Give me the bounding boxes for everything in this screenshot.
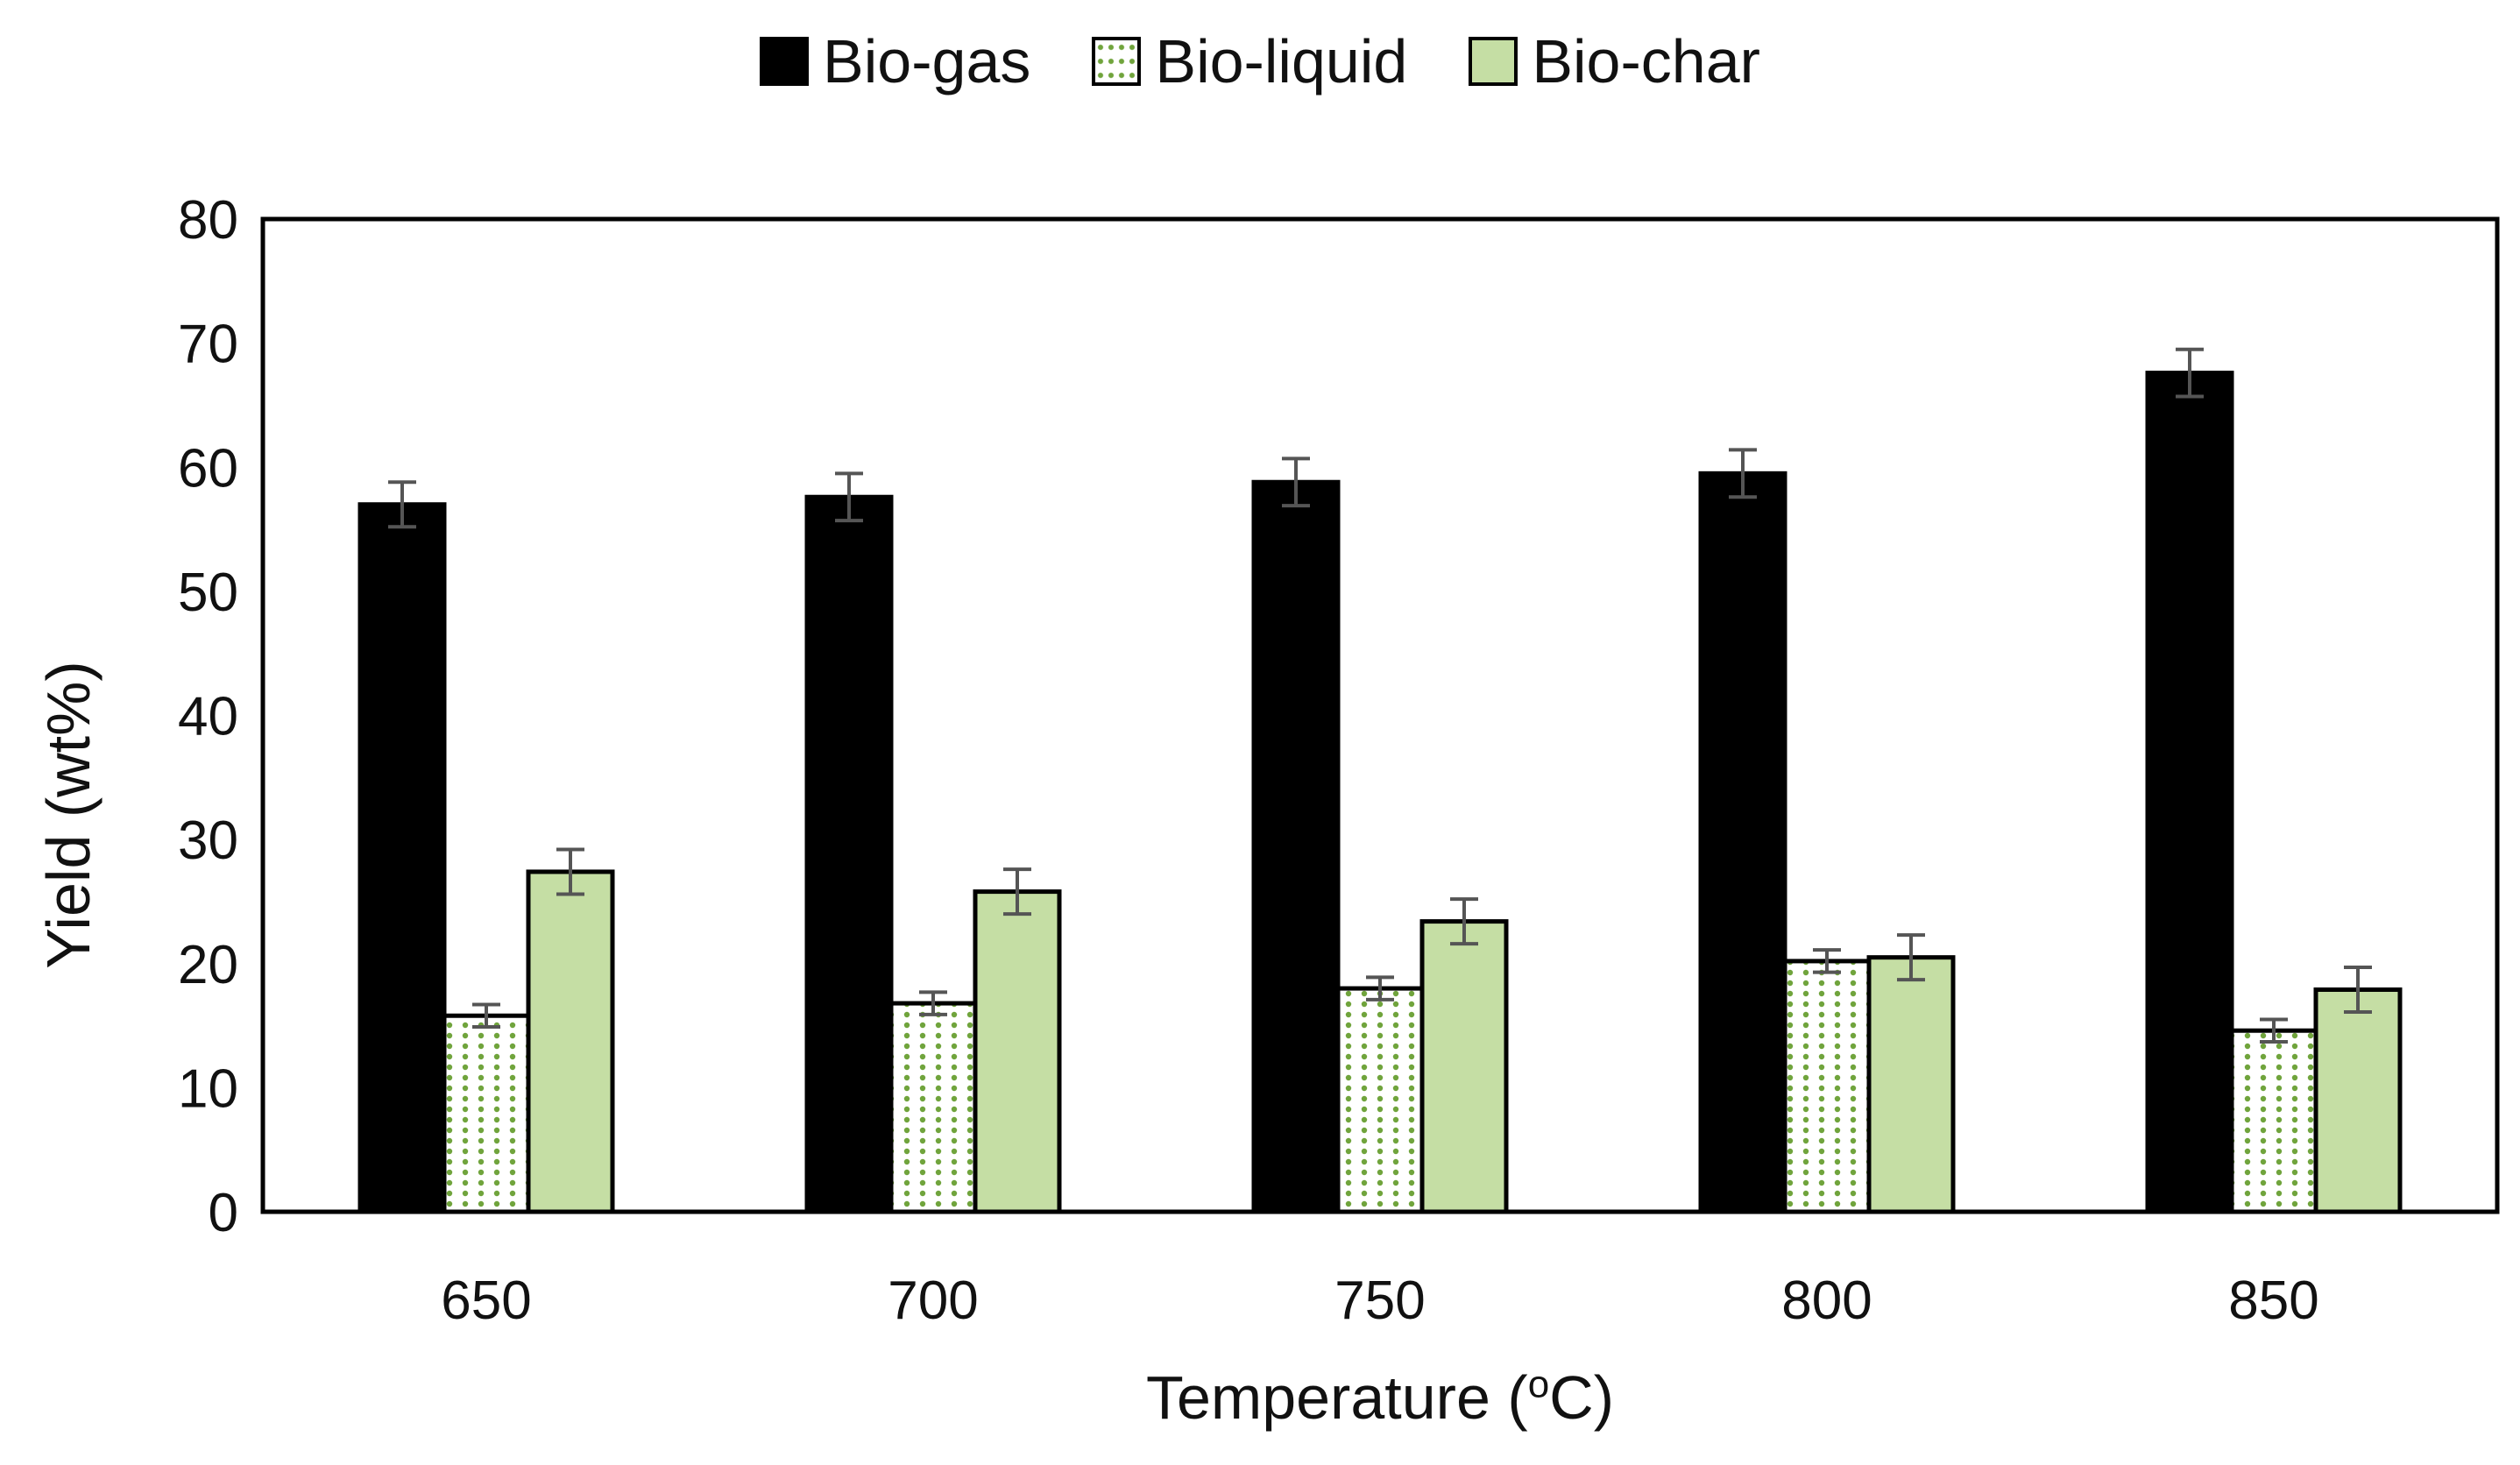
bar-bio-gas-750: [1251, 479, 1341, 1214]
x-tick-label: 700: [888, 1270, 978, 1331]
bar-bio-char-800: [1866, 955, 1956, 1214]
legend-label-bio-char: Bio-char: [1532, 27, 1760, 96]
x-tick-label: 800: [1781, 1270, 1872, 1331]
legend-item-bio-gas: Bio-gas: [760, 26, 1030, 96]
legend-swatch-bio-gas: [760, 37, 810, 86]
bar-bio-liquid-800: [1782, 959, 1872, 1214]
x-axis-title-suffix: C): [1549, 1363, 1615, 1432]
x-axis-title-prefix: Temperature (: [1145, 1363, 1528, 1432]
legend-label-bio-gas: Bio-gas: [823, 27, 1031, 96]
x-tick-label: 850: [2228, 1270, 2318, 1331]
bar-bio-liquid-650: [442, 1013, 531, 1214]
plot-area-border: [260, 216, 2500, 1214]
legend-item-bio-liquid: Bio-liquid: [1092, 26, 1407, 96]
bar-bio-gas-650: [357, 502, 447, 1214]
x-axis-title-superscript: o: [1527, 1362, 1550, 1406]
y-axis-title: Yield (wt%): [34, 661, 103, 969]
bar-bio-gas-800: [1698, 471, 1787, 1214]
legend-item-bio-char: Bio-char: [1469, 26, 1760, 96]
y-tick-label: 20: [178, 935, 238, 995]
legend-swatch-bio-char: [1469, 37, 1518, 86]
bar-bio-liquid-750: [1335, 986, 1425, 1214]
y-tick-label: 10: [178, 1058, 238, 1119]
bar-bio-liquid-700: [888, 1001, 978, 1214]
bar-bio-gas-700: [804, 494, 894, 1214]
bar-bio-char-750: [1419, 919, 1509, 1214]
bar-bio-gas-850: [2145, 371, 2234, 1214]
x-axis-title: Temperature (oC): [263, 1362, 2497, 1433]
y-tick-label: 40: [178, 687, 238, 747]
bar-bio-char-700: [973, 889, 1062, 1214]
legend-swatch-bio-liquid: [1092, 37, 1142, 86]
y-tick-label: 70: [178, 315, 238, 375]
legend: Bio-gas Bio-liquid Bio-char: [0, 26, 2520, 96]
y-tick-label: 60: [178, 438, 238, 499]
bar-bio-char-850: [2313, 987, 2403, 1214]
y-tick-label: 80: [178, 190, 238, 251]
y-tick-label: 30: [178, 810, 238, 871]
bar-bio-char-650: [526, 869, 615, 1214]
legend-label-bio-liquid: Bio-liquid: [1155, 27, 1408, 96]
y-tick-label: 0: [209, 1183, 238, 1243]
x-tick-label: 750: [1334, 1270, 1425, 1331]
x-tick-label: 650: [441, 1270, 531, 1331]
y-tick-label: 50: [178, 563, 238, 623]
bar-bio-liquid-850: [2229, 1028, 2318, 1214]
